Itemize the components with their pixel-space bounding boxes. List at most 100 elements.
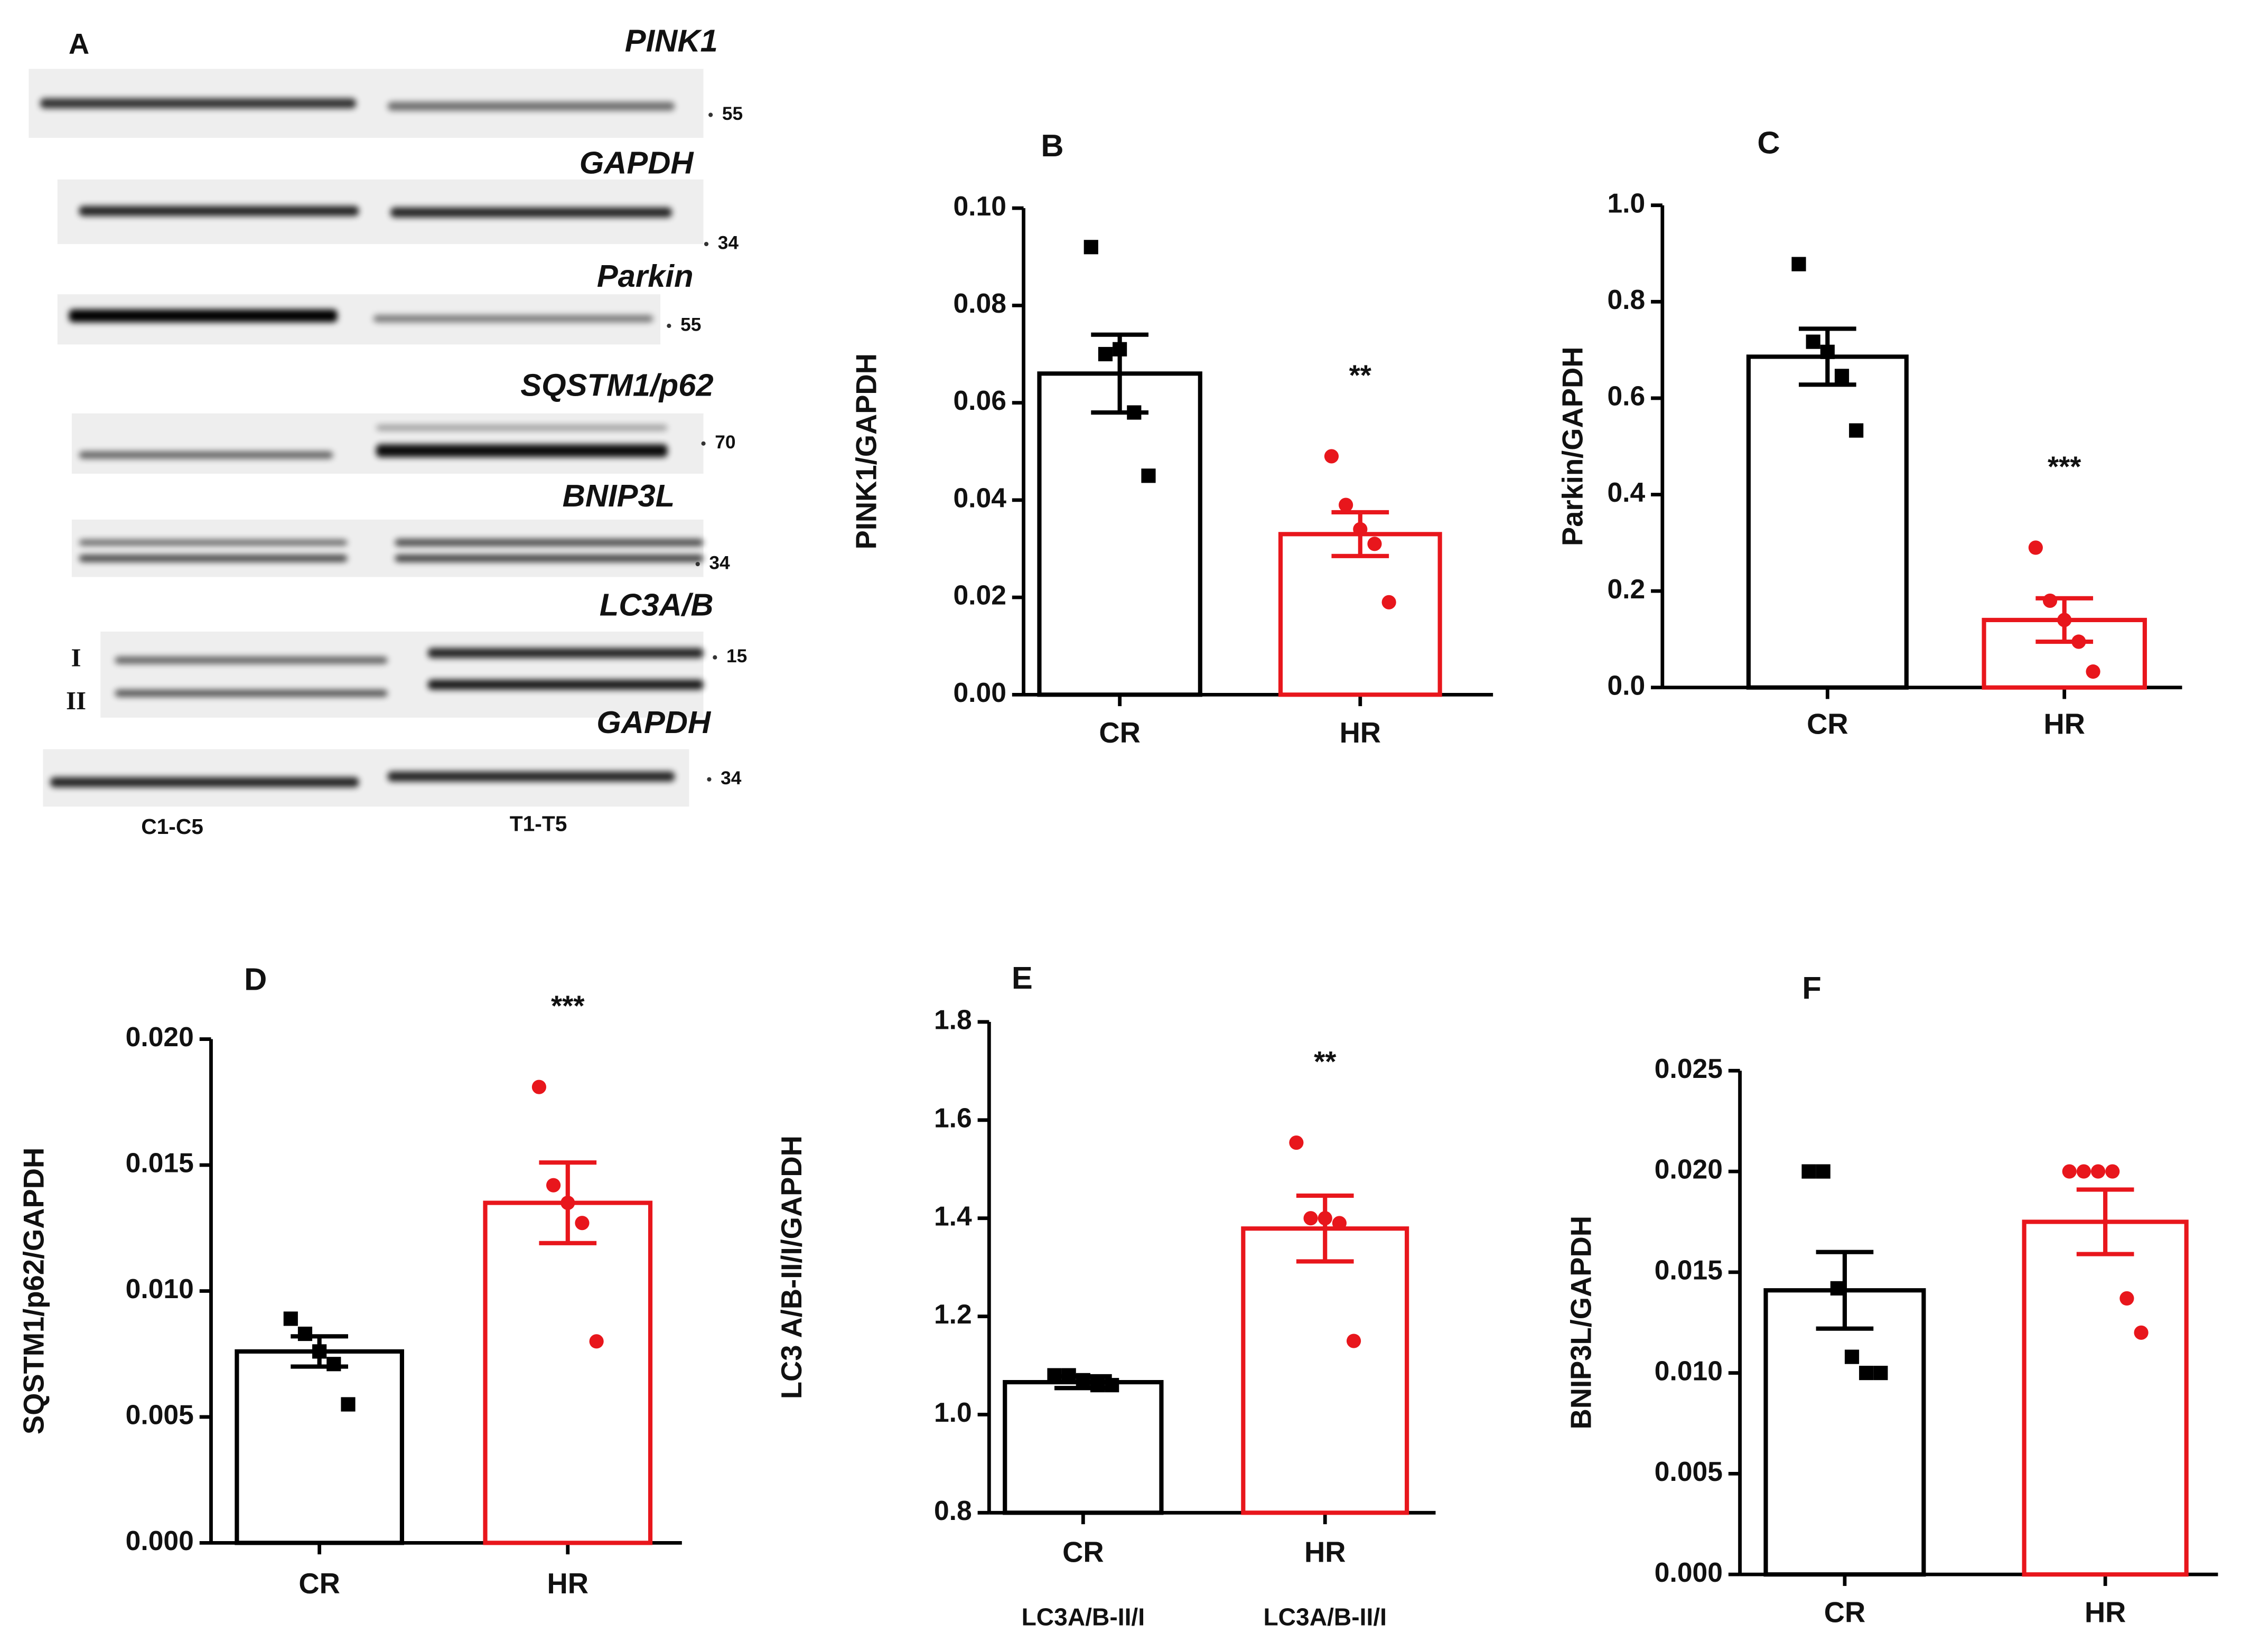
data-point [2071, 634, 2086, 649]
blot-background [71, 413, 704, 474]
marker-dot [713, 655, 717, 660]
data-point [1076, 1373, 1090, 1387]
y-tick-label: 0.8 [934, 1495, 972, 1526]
data-point [1084, 240, 1098, 255]
x-tick-label: CR [298, 1567, 340, 1600]
y-tick-label: 0.0 [1607, 670, 1645, 700]
x-tick-label: HR [2085, 1597, 2126, 1629]
y-axis-label: SQSTM1/p62/GAPDH [17, 1148, 50, 1434]
data-point [2062, 1164, 2077, 1179]
y-tick-label: 0.000 [1655, 1557, 1723, 1588]
size-marker: 55 [722, 104, 743, 124]
data-point [1324, 449, 1339, 464]
bar [1037, 371, 1202, 697]
data-point [1289, 1135, 1304, 1150]
data-point [1332, 1216, 1347, 1231]
y-tick-label: 0.04 [953, 483, 1006, 513]
significance: ** [1349, 359, 1372, 391]
y-tick-label: 0.08 [953, 288, 1006, 318]
group-label: T1-T5 [510, 811, 567, 836]
x-tick-label: HR [1304, 1536, 1346, 1568]
bar [1003, 1380, 1164, 1515]
panel-letter: A [69, 27, 89, 60]
data-point [1367, 537, 1382, 551]
data-point [2042, 593, 2058, 608]
bar [483, 1200, 653, 1545]
x-tick-label: CR [1062, 1536, 1104, 1568]
blot-band [79, 451, 333, 459]
y-tick-label: 0.010 [1655, 1355, 1723, 1386]
marker-dot [667, 323, 671, 328]
y-tick-label: 0.005 [126, 1400, 194, 1430]
data-point [1791, 257, 1806, 271]
data-point [1141, 468, 1156, 483]
y-tick-label: 0.10 [953, 191, 1006, 221]
x-tick-label: CR [1824, 1597, 1865, 1629]
size-marker: 34 [709, 552, 730, 573]
x-tick-label: CR [1099, 717, 1140, 749]
blot-band [373, 315, 653, 323]
x-tick-label: CR [1807, 708, 1848, 740]
blot-band [387, 771, 675, 782]
data-point [1353, 522, 1368, 537]
y-tick-label: 0.00 [953, 677, 1006, 708]
significance: *** [2048, 450, 2081, 483]
y-tick-label: 0.02 [953, 580, 1006, 611]
protein-label: LC3A/B [600, 587, 714, 622]
blot-band [115, 689, 388, 697]
data-point [2134, 1325, 2149, 1340]
data-point [1098, 346, 1113, 362]
data-point [2028, 540, 2043, 555]
data-point [2057, 613, 2072, 627]
data-point [2119, 1291, 2134, 1306]
protein-label: PINK1 [625, 23, 718, 58]
data-point [561, 1195, 575, 1210]
blot-band [79, 555, 348, 562]
y-axis-label: BNIP3L/GAPDH [1565, 1216, 1598, 1430]
size-marker: 15 [726, 646, 747, 667]
size-marker: 34 [718, 232, 739, 253]
data-point [1318, 1211, 1332, 1226]
data-point [1047, 1368, 1062, 1383]
y-axis-label: LC3 A/B-II/I/GAPDH [776, 1135, 808, 1399]
data-point [1339, 498, 1353, 512]
group-label: C1-C5 [141, 814, 203, 839]
blot-band [376, 425, 668, 431]
data-point [1844, 1349, 1860, 1364]
data-point [531, 1080, 546, 1094]
blot-band [79, 206, 359, 217]
data-point [1873, 1366, 1888, 1381]
blot-band [50, 777, 359, 787]
y-tick-label: 1.0 [934, 1397, 972, 1428]
y-tick-label: 0.010 [126, 1273, 194, 1304]
data-point [326, 1357, 341, 1372]
blot-band [427, 648, 704, 659]
y-tick-label: 0.020 [126, 1021, 194, 1052]
size-marker: 34 [721, 768, 742, 789]
y-tick-label: 0.000 [126, 1525, 194, 1556]
x-tick-label: HR [547, 1567, 589, 1600]
y-tick-label: 1.8 [934, 1005, 972, 1035]
data-point [589, 1334, 604, 1349]
y-tick-label: 0.2 [1607, 574, 1645, 604]
blot-band [69, 309, 338, 323]
data-point [1105, 1378, 1119, 1393]
blot-background [100, 631, 704, 718]
blot-band [40, 98, 356, 109]
y-tick-label: 0.015 [126, 1148, 194, 1178]
y-tick-label: 1.4 [934, 1200, 972, 1231]
x-sublabel: LC3A/B-II/I [1263, 1603, 1387, 1631]
protein-label: GAPDH [596, 705, 712, 740]
panel-letter: D [244, 962, 267, 997]
data-point [1849, 423, 1864, 438]
y-tick-label: 1.2 [934, 1299, 972, 1329]
blot-band [390, 207, 672, 218]
significance: *** [551, 990, 585, 1022]
y-tick-label: 1.0 [1607, 187, 1645, 218]
y-tick-label: 0.020 [1655, 1154, 1723, 1185]
error-bar [2076, 1187, 2134, 1256]
blot-band [376, 444, 668, 457]
y-axis-label: PINK1/GAPDH [850, 353, 882, 549]
y-tick-label: 0.015 [1655, 1255, 1723, 1285]
